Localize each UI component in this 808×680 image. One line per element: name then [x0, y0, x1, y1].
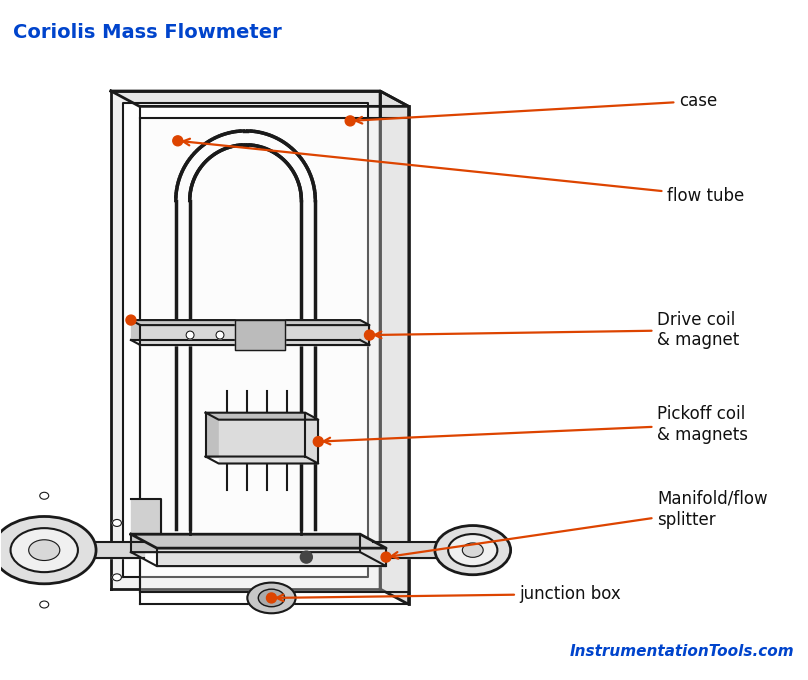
Ellipse shape	[0, 517, 96, 584]
Circle shape	[173, 136, 183, 146]
Polygon shape	[131, 499, 161, 534]
Text: flow tube: flow tube	[183, 139, 744, 205]
Ellipse shape	[112, 574, 121, 581]
Polygon shape	[219, 420, 318, 464]
Ellipse shape	[40, 492, 48, 499]
Polygon shape	[141, 325, 369, 345]
Polygon shape	[140, 118, 409, 592]
Polygon shape	[131, 320, 360, 340]
Ellipse shape	[40, 601, 48, 608]
Circle shape	[126, 315, 136, 325]
Polygon shape	[380, 91, 409, 605]
Polygon shape	[141, 325, 369, 345]
Circle shape	[301, 551, 313, 563]
Polygon shape	[131, 320, 369, 325]
Circle shape	[246, 331, 254, 339]
Ellipse shape	[247, 583, 296, 613]
Text: Coriolis Mass Flowmeter: Coriolis Mass Flowmeter	[14, 23, 282, 42]
Polygon shape	[206, 413, 318, 420]
Polygon shape	[111, 91, 409, 106]
Polygon shape	[131, 534, 360, 552]
Ellipse shape	[259, 589, 284, 607]
Polygon shape	[235, 320, 284, 350]
Text: Manifold/flow
splitter: Manifold/flow splitter	[391, 490, 768, 559]
Circle shape	[216, 331, 224, 339]
Polygon shape	[111, 91, 380, 589]
Circle shape	[186, 331, 194, 339]
Polygon shape	[206, 413, 305, 456]
Ellipse shape	[462, 543, 483, 558]
Polygon shape	[123, 103, 368, 577]
Ellipse shape	[448, 534, 498, 566]
Circle shape	[314, 437, 323, 447]
Text: InstrumentationTools.com: InstrumentationTools.com	[570, 644, 794, 659]
Polygon shape	[157, 548, 386, 566]
Ellipse shape	[435, 526, 511, 575]
Text: Pickoff coil
& magnets: Pickoff coil & magnets	[323, 405, 748, 445]
Circle shape	[364, 330, 374, 340]
Circle shape	[345, 116, 356, 126]
Circle shape	[267, 593, 276, 603]
Text: Drive coil
& magnet: Drive coil & magnet	[375, 311, 739, 350]
Circle shape	[381, 552, 391, 562]
Ellipse shape	[11, 528, 78, 572]
Text: junction box: junction box	[276, 585, 621, 603]
Polygon shape	[131, 534, 386, 548]
Ellipse shape	[29, 540, 60, 560]
Ellipse shape	[112, 520, 121, 526]
Polygon shape	[373, 542, 473, 558]
Text: case: case	[356, 92, 718, 124]
Polygon shape	[44, 542, 144, 558]
